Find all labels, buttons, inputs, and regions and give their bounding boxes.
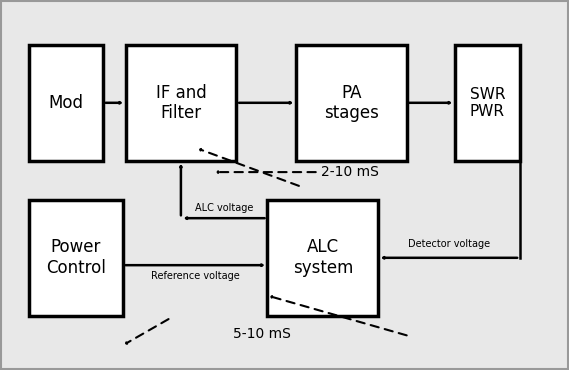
Bar	[455, 45, 520, 161]
Bar	[29, 45, 103, 161]
Bar	[267, 200, 378, 316]
Bar	[126, 45, 236, 161]
Text: Power
Control: Power Control	[46, 238, 106, 277]
Text: ALC
system: ALC system	[292, 238, 353, 277]
Text: Reference voltage: Reference voltage	[151, 271, 240, 281]
Bar	[296, 45, 406, 161]
Text: SWR
PWR: SWR PWR	[469, 87, 505, 119]
Text: ALC voltage: ALC voltage	[195, 203, 253, 213]
Text: PA
stages: PA stages	[324, 84, 378, 122]
Text: Mod: Mod	[48, 94, 84, 112]
Text: IF and
Filter: IF and Filter	[155, 84, 207, 122]
Text: Detector voltage: Detector voltage	[408, 239, 490, 249]
Text: 5-10 mS: 5-10 mS	[233, 327, 291, 341]
Bar	[29, 200, 123, 316]
Text: 2-10 mS: 2-10 mS	[321, 165, 380, 179]
